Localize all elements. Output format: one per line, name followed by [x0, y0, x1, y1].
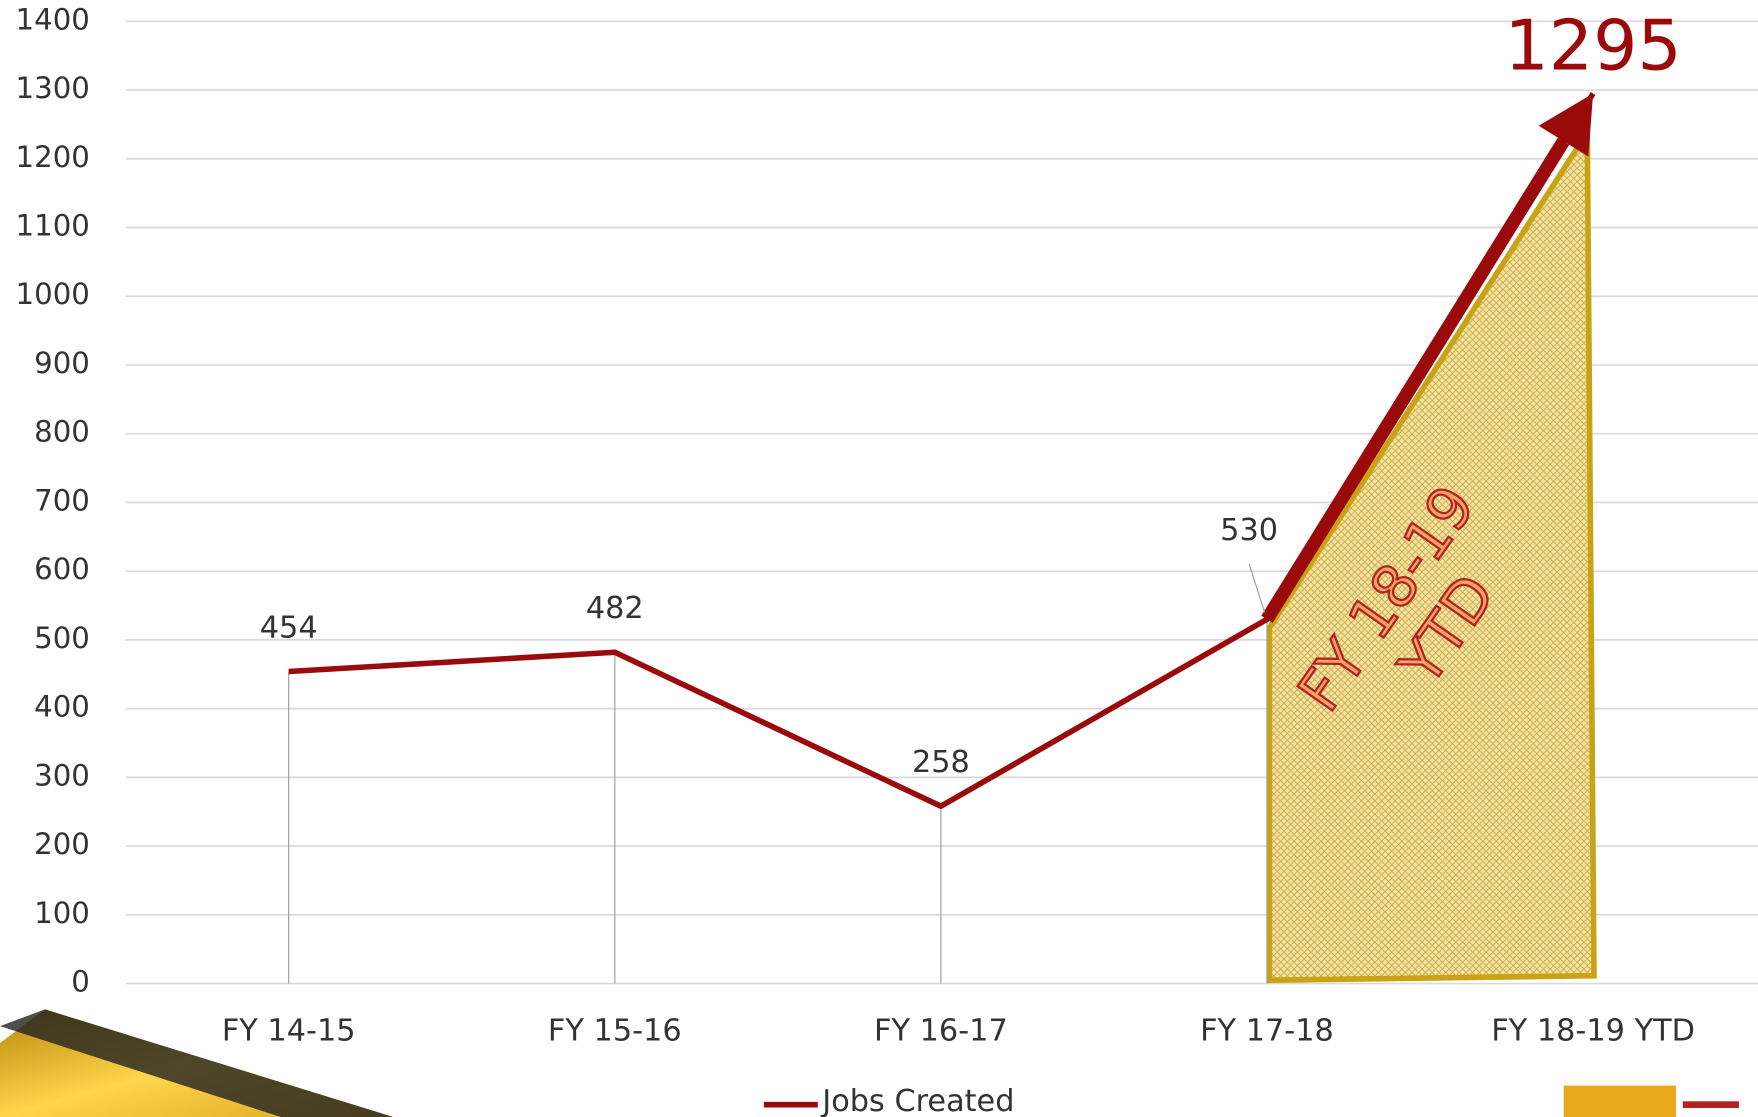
y-tick-label: 1300	[16, 71, 90, 105]
y-tick-label: 500	[34, 621, 90, 655]
y-tick-label: 0	[71, 965, 90, 999]
x-tick-label: FY 17-18	[1200, 1013, 1334, 1048]
y-tick-label: 100	[34, 896, 90, 930]
y-tick-label: 1000	[16, 277, 90, 311]
y-tick-label: 900	[34, 346, 90, 380]
data-label: 482	[586, 591, 644, 626]
data-label: 530	[1220, 513, 1278, 548]
y-tick-label: 300	[34, 758, 90, 792]
x-tick-label: FY 18-19 YTD	[1491, 1013, 1695, 1048]
y-tick-label: 1100	[16, 209, 90, 243]
x-tick-label: FY 15-16	[548, 1013, 682, 1048]
y-tick-label: 600	[34, 552, 90, 586]
y-tick-label: 700	[34, 483, 90, 517]
chart: 0 100 200 300 400 500 600 700 800 900 1000 1100 1200…	[0, 0, 1758, 1117]
y-tick-label: 1200	[16, 140, 90, 174]
data-label: 258	[912, 745, 970, 780]
x-tick-label: FY 14-15	[222, 1013, 356, 1048]
y-tick-label: 200	[34, 827, 90, 861]
y-tick-label: 400	[34, 690, 90, 724]
highlight-label: 1295	[1504, 6, 1681, 87]
data-label: 454	[260, 610, 318, 645]
page: 0 100 200 300 400 500 600 700 800 900 1000 1100 1200…	[0, 0, 1758, 1117]
logo	[1564, 1086, 1676, 1117]
logo-bar	[1683, 1101, 1739, 1108]
legend-label: Jobs Created	[820, 1084, 1014, 1117]
y-tick-label: 800	[34, 415, 90, 449]
y-tick-label: 1400	[16, 2, 90, 36]
x-tick-label: FY 16-17	[874, 1013, 1008, 1048]
